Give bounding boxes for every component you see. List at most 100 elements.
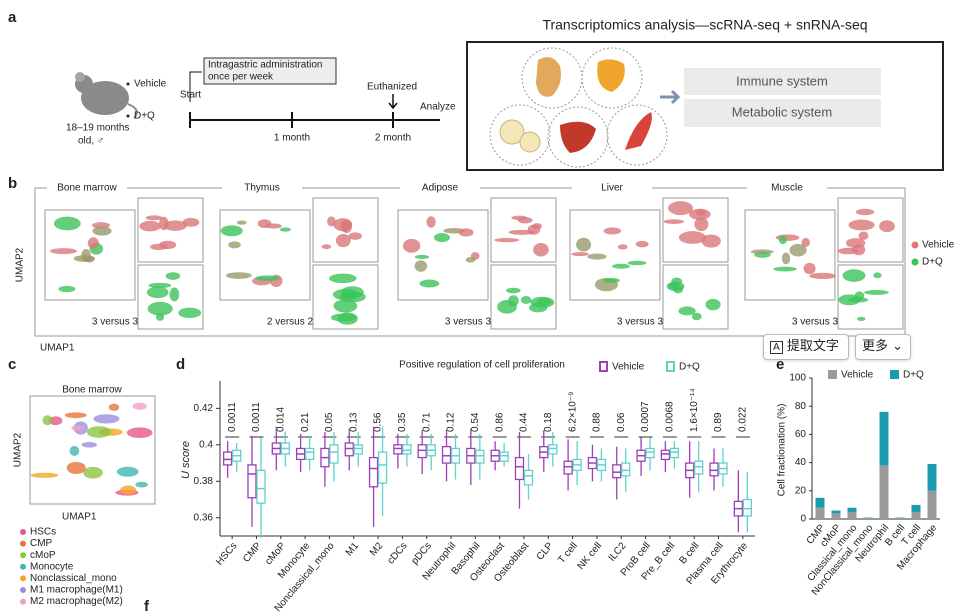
box xyxy=(329,444,339,464)
umap-cluster xyxy=(532,223,542,230)
umap-cluster xyxy=(236,220,247,225)
umap-frame xyxy=(662,197,729,263)
umap-cluster xyxy=(617,244,628,250)
extract-text-button[interactable]: A 提取文字 xyxy=(763,334,849,360)
bar-segment xyxy=(815,507,825,519)
bar-segment xyxy=(847,511,857,519)
umap-cluster xyxy=(135,481,148,488)
umap-cluster xyxy=(402,238,421,253)
umap-cluster xyxy=(678,306,696,316)
umap-cluster xyxy=(329,273,357,284)
umap-cluster xyxy=(587,253,607,260)
umap-cluster xyxy=(92,226,112,236)
umap-frame xyxy=(137,197,204,263)
tissue-drawings xyxy=(499,57,652,153)
p-value: 0.71 xyxy=(421,412,432,432)
y-tick-label: 0 xyxy=(800,514,806,525)
box xyxy=(223,451,233,466)
timeline-label: Analyze xyxy=(420,102,456,113)
umap-cluster xyxy=(855,208,875,216)
system-label: Immune system xyxy=(736,73,828,88)
umap-cluster xyxy=(66,461,86,475)
p-value: 0.54 xyxy=(470,412,481,432)
umap-cluster xyxy=(803,262,816,275)
umap-cluster xyxy=(809,272,836,280)
box xyxy=(304,447,315,461)
bullet xyxy=(126,114,130,118)
umap-cluster xyxy=(612,263,630,269)
y-tick-label: 40 xyxy=(795,457,807,468)
more-button[interactable]: 更多 ⌄ xyxy=(855,334,911,360)
arrow xyxy=(388,94,398,110)
system-box xyxy=(684,68,881,95)
umap-cluster xyxy=(668,201,693,216)
x-tick-label: M1 xyxy=(344,540,362,558)
legend-label: cMoP xyxy=(30,550,56,561)
umap-cluster xyxy=(627,260,647,266)
system-label: Metabolic system xyxy=(732,104,832,119)
umap-frame xyxy=(312,197,379,263)
umap-cluster xyxy=(145,215,163,221)
p-value: 0.21 xyxy=(300,412,311,432)
umap-cluster xyxy=(506,287,521,294)
x-tick-label: HSCs xyxy=(214,541,239,568)
umap-cluster xyxy=(348,232,362,240)
bar-segment xyxy=(815,497,825,508)
umap-cluster xyxy=(414,260,428,272)
umap-cluster xyxy=(789,243,807,257)
legend-marker xyxy=(20,587,26,593)
legend-label: CMP xyxy=(30,538,53,549)
umap-cluster xyxy=(116,466,139,477)
legend-label: Vehicle xyxy=(922,240,955,251)
bar-segment xyxy=(847,507,857,512)
umap-cluster xyxy=(332,288,359,301)
x-tick-label: CLP xyxy=(535,540,556,562)
umap-cluster xyxy=(671,277,683,285)
umap-cluster xyxy=(773,266,797,272)
legend-marker xyxy=(20,540,26,547)
umap-cluster xyxy=(333,299,358,313)
label-bg xyxy=(47,182,127,194)
umap-cluster xyxy=(603,278,620,283)
y-tick-label: 0.38 xyxy=(194,476,214,487)
umap-frame xyxy=(569,209,661,301)
umap-cluster xyxy=(139,220,161,232)
age-label: old, ♂ xyxy=(78,136,104,147)
y-tick-label: 0.4 xyxy=(199,439,213,450)
umap-cluster xyxy=(48,416,63,426)
p-value: 0.0068 xyxy=(665,401,676,432)
umap-title: Bone marrow xyxy=(62,385,122,396)
p-value: 0.06 xyxy=(616,412,627,432)
umap-cluster xyxy=(873,272,882,279)
umap-cluster xyxy=(801,237,811,247)
box xyxy=(344,442,354,457)
tissue-label: Liver xyxy=(601,183,623,194)
umap-cluster xyxy=(265,223,282,229)
group-label: Vehicle xyxy=(134,79,167,90)
tissue-label: Thymus xyxy=(244,183,280,194)
umap-cluster xyxy=(335,233,351,248)
p-value: 0.13 xyxy=(348,412,359,432)
axis-label: UMAP2 xyxy=(15,247,26,282)
system-box xyxy=(684,99,881,127)
p-value: 0.014 xyxy=(275,407,286,432)
umap-cluster xyxy=(126,427,153,439)
umap-cluster xyxy=(528,303,548,313)
panel-label: f xyxy=(144,598,150,615)
axis-label: UMAP2 xyxy=(13,432,24,467)
bar-segment xyxy=(831,513,841,519)
umap-cluster xyxy=(879,220,895,233)
box xyxy=(499,451,509,462)
box xyxy=(475,449,485,464)
age-label: 18–19 months xyxy=(66,123,129,134)
bar-segment xyxy=(911,511,921,519)
umap-cluster xyxy=(858,231,869,240)
umap-cluster xyxy=(337,312,358,325)
umap-cluster xyxy=(73,255,96,262)
umap-cluster xyxy=(688,208,711,220)
umap-cluster xyxy=(83,466,103,479)
box xyxy=(669,447,680,459)
panel-label: c xyxy=(8,356,16,373)
umap-cluster xyxy=(635,240,649,248)
